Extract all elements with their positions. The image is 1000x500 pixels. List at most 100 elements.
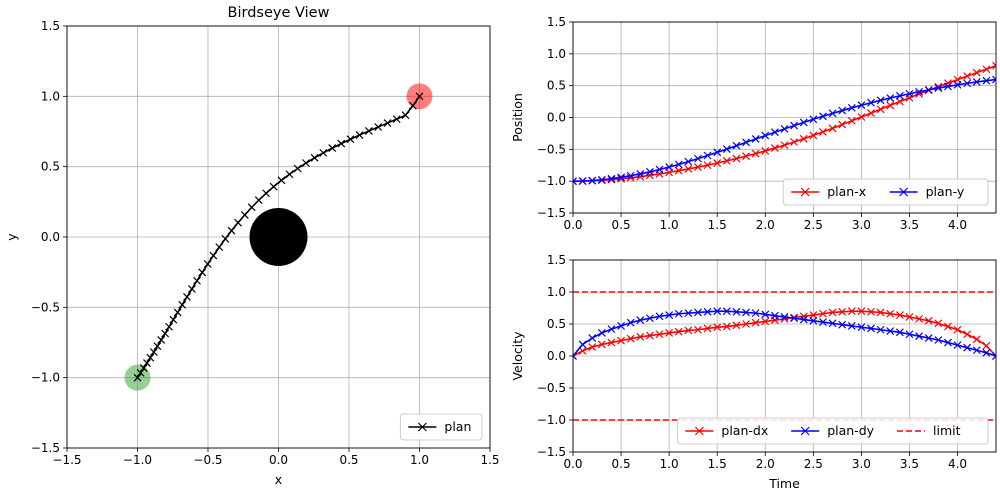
y-tick-label: 0.0 [41, 230, 60, 244]
data-point [742, 320, 750, 328]
data-point [742, 308, 750, 317]
plot-area [124, 83, 433, 391]
x-axis-label: Time [768, 476, 800, 491]
y-tick-label: −0.5 [31, 300, 60, 314]
data-point [751, 149, 760, 158]
y-tick-label: 0.0 [547, 349, 566, 363]
y-tick-label: −0.5 [537, 381, 566, 395]
y-tick-label: 1.0 [547, 47, 566, 61]
data-point [770, 144, 779, 152]
x-tick-label: 2.5 [804, 457, 823, 471]
data-point [636, 316, 645, 325]
data-point [819, 112, 827, 121]
data-point [573, 352, 577, 360]
data-point [963, 343, 972, 352]
data-point [790, 138, 799, 146]
data-point [972, 335, 981, 344]
data-point [857, 101, 866, 110]
data-point [838, 320, 847, 329]
data-point [694, 163, 702, 172]
data-point [982, 348, 991, 357]
data-point [886, 101, 895, 110]
data-point [876, 325, 885, 334]
x-tick-label: 3.0 [852, 457, 871, 471]
data-point [838, 106, 847, 115]
legend-label: plan [444, 419, 471, 434]
x-tick-label: 0.5 [612, 457, 631, 471]
data-point [178, 300, 187, 309]
data-point [684, 165, 693, 173]
x-tick-label: 0.5 [612, 218, 631, 232]
data-point [694, 154, 702, 163]
data-point [401, 111, 410, 120]
data-point [732, 307, 741, 316]
y-tick-label: 1.5 [547, 253, 566, 267]
x-tick-label: 4.0 [948, 218, 967, 232]
data-point [780, 141, 789, 150]
chart-title: Birdseye View [228, 5, 330, 21]
data-point [337, 139, 346, 148]
data-point [963, 330, 972, 339]
y-tick-label: 0.5 [41, 160, 60, 174]
y-tick-label: 0.0 [547, 111, 566, 125]
data-point [895, 91, 904, 100]
data-point [972, 68, 981, 77]
data-point [722, 307, 731, 316]
x-tick-label: −0.5 [193, 453, 222, 467]
x-tick-label: 1.5 [480, 453, 499, 467]
data-point [944, 82, 952, 91]
data-point [597, 329, 606, 337]
data-point [383, 119, 392, 127]
x-tick-label: 2.5 [804, 218, 823, 232]
x-tick-label: 0.0 [563, 218, 582, 232]
data-point [277, 176, 286, 185]
data-point [867, 109, 875, 118]
data-point [617, 321, 625, 330]
data-point [722, 156, 731, 165]
legend-label: plan-x [827, 184, 866, 199]
data-point [655, 165, 664, 174]
data-point [165, 322, 174, 331]
data-point [617, 336, 625, 345]
data-point [953, 80, 962, 89]
data-point [992, 75, 996, 84]
data-point [770, 128, 779, 137]
data-point [924, 334, 933, 343]
data-point [828, 319, 837, 328]
legend-label: plan-dx [721, 423, 768, 438]
data-point [161, 329, 170, 338]
data-point [886, 94, 895, 102]
data-point [982, 65, 991, 74]
data-point [588, 334, 597, 343]
data-point [392, 115, 401, 124]
x-tick-label: 1.5 [708, 457, 727, 471]
data-point [857, 307, 866, 316]
data-point [742, 152, 750, 161]
data-point [905, 89, 914, 98]
data-point [617, 173, 625, 182]
data-point [415, 92, 424, 101]
data-point [982, 76, 991, 85]
x-tick-label: 0.5 [339, 453, 358, 467]
y-tick-label: −1.5 [537, 445, 566, 459]
data-point [809, 131, 818, 140]
x-tick-label: 3.5 [900, 457, 919, 471]
y-axis-label: Position [510, 93, 525, 142]
data-point [310, 153, 319, 162]
x-tick-label: 1.0 [410, 453, 429, 467]
data-point [847, 116, 856, 125]
x-tick-label: 2.0 [756, 218, 775, 232]
x-tick-label: −1.0 [123, 453, 152, 467]
data-point [819, 127, 827, 136]
legend: plan-dx plan-dy limit [676, 417, 989, 445]
data-point [847, 321, 856, 330]
data-point [886, 327, 895, 335]
data-point [319, 148, 328, 157]
data-point [655, 330, 664, 339]
legend-marker [800, 187, 810, 197]
data-point [355, 131, 364, 139]
data-point [302, 159, 310, 167]
data-point [819, 309, 827, 318]
legend-label: plan-dy [827, 423, 874, 438]
